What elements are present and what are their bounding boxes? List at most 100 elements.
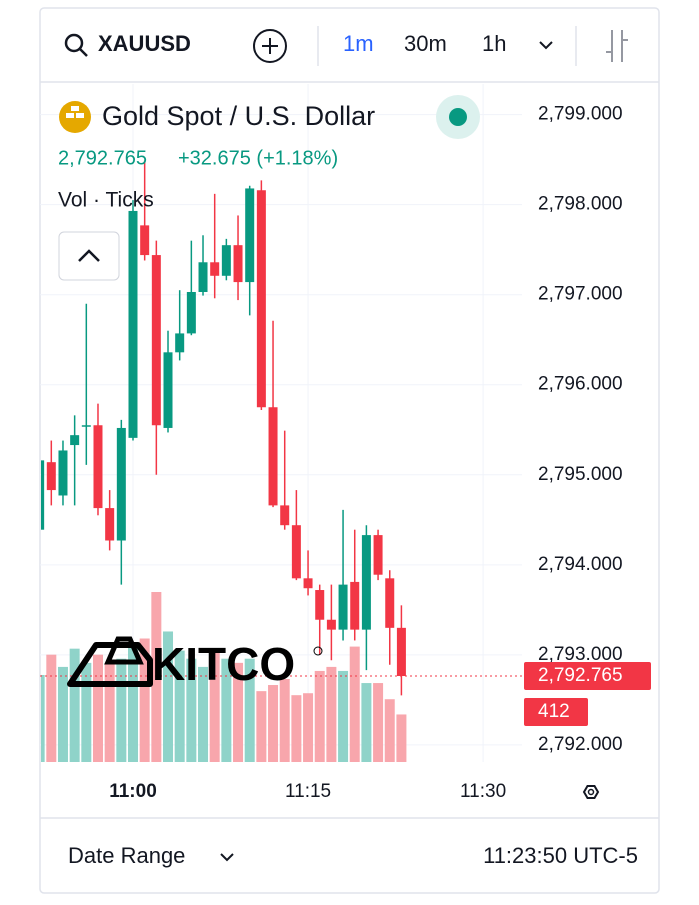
interval[interactable]: 30m <box>404 31 447 56</box>
collapse-button[interactable] <box>58 231 120 281</box>
clock: 11:23:50 UTC-5 <box>483 843 638 868</box>
market-status <box>449 108 467 126</box>
volume-bar <box>41 674 45 762</box>
search-icon[interactable] <box>64 33 84 53</box>
y-tick-label: 2,793.000 <box>538 644 623 665</box>
settings-icon[interactable] <box>582 785 600 799</box>
volume-bar <box>221 658 232 762</box>
candle-body <box>70 435 80 446</box>
candle-body <box>81 425 91 427</box>
y-tick-label: 2,794.000 <box>538 554 623 575</box>
candle-body <box>198 262 208 292</box>
change: +32.675 (+1.18%) <box>178 147 338 169</box>
legend: Gold Spot / U.S. Dollar 2,792.765 +32.67… <box>58 95 480 281</box>
x-tick-label: 11:00 <box>109 781 157 802</box>
volume-bar <box>46 654 57 762</box>
candle-body <box>350 581 360 630</box>
price: 2,792.765 <box>58 147 147 169</box>
gold-icon <box>59 101 91 133</box>
candle-body <box>396 627 406 677</box>
candle-body <box>268 407 278 506</box>
volume-bar <box>268 685 279 762</box>
y-tick-label: 2,796.000 <box>538 374 623 395</box>
volume-bar <box>163 631 174 762</box>
interval[interactable]: 1m <box>343 31 374 56</box>
candle-body <box>93 425 103 509</box>
volume-bar <box>209 648 220 762</box>
logo-text: KITCO <box>152 638 295 690</box>
volume-bar <box>69 648 80 762</box>
volume-bar <box>198 666 209 762</box>
symbol[interactable]: XAUUSD <box>98 31 191 56</box>
candle-body <box>315 590 325 620</box>
y-tick-label: 2,797.000 <box>538 284 623 305</box>
volume-bar <box>291 695 302 762</box>
volume-bar <box>186 658 197 762</box>
candle-body <box>46 462 56 491</box>
candle-body <box>385 578 395 628</box>
candle-body <box>186 291 196 334</box>
volume-bar <box>104 662 115 762</box>
candle-body <box>140 225 150 256</box>
y-tick-label: 2,792.000 <box>538 734 623 755</box>
candle-body <box>116 427 126 541</box>
volume-bar <box>256 691 267 762</box>
candle-body <box>338 584 348 630</box>
candle-body <box>326 619 336 630</box>
candle-body <box>233 245 243 283</box>
volume-bar <box>244 658 255 762</box>
candle-body <box>41 460 45 530</box>
volume-label: 412 <box>538 701 570 722</box>
instrument-title: Gold Spot / U.S. Dollar <box>102 101 375 131</box>
candle-body <box>256 190 266 408</box>
candle-body <box>58 450 68 496</box>
volume-bar <box>116 658 127 762</box>
candle-body <box>151 255 161 426</box>
date-range[interactable]: Date Range <box>68 843 185 868</box>
volume-bar <box>279 679 290 762</box>
add-button[interactable] <box>253 29 287 63</box>
volume-bar <box>92 654 103 762</box>
logo: KITCO <box>67 636 323 690</box>
last-price-tag <box>524 662 651 691</box>
candle-body <box>175 333 185 353</box>
candle-body <box>221 245 231 276</box>
volume-bar <box>349 646 360 762</box>
indicator: Vol · Ticks <box>58 189 154 212</box>
volume-bar <box>373 683 384 762</box>
volume-bar <box>57 666 68 762</box>
candle-body <box>361 535 371 630</box>
x-tick-label: 11:30 <box>460 781 506 802</box>
interval-menu[interactable] <box>539 41 553 50</box>
volume-bar <box>326 666 337 762</box>
volume-bar <box>139 638 150 762</box>
volume-bar <box>81 662 92 762</box>
candle-body <box>105 508 115 541</box>
candle-body <box>210 262 220 276</box>
plot-area <box>41 160 407 762</box>
volume-bar <box>384 699 395 762</box>
chart: 2,799.000 2,798.000 2,797.000 2,796.000 2,79… <box>40 84 651 802</box>
volume-tag <box>524 698 588 727</box>
volume-bar <box>396 714 407 762</box>
y-tick-label: 2,799.000 <box>538 104 623 125</box>
candle-body <box>163 352 173 428</box>
volume-bar <box>174 650 185 762</box>
volume-bar <box>338 670 349 762</box>
x-tick-label: 11:15 <box>285 781 331 802</box>
volume-bar <box>128 642 138 762</box>
chart-type-icon[interactable] <box>606 30 628 62</box>
toolbar: XAUUSD 1m 30m 1h <box>40 26 659 83</box>
volume-bar <box>314 670 325 762</box>
candle-body <box>373 535 383 575</box>
candle-body <box>245 188 255 283</box>
y-tick-label: 2,798.000 <box>538 194 623 215</box>
interval[interactable]: 1h <box>482 31 506 56</box>
last-price-label: 2,792.765 <box>538 665 623 686</box>
candle-body <box>128 210 138 438</box>
candle-body <box>280 505 290 526</box>
volume-bar <box>303 693 314 762</box>
candle-body <box>291 525 301 579</box>
